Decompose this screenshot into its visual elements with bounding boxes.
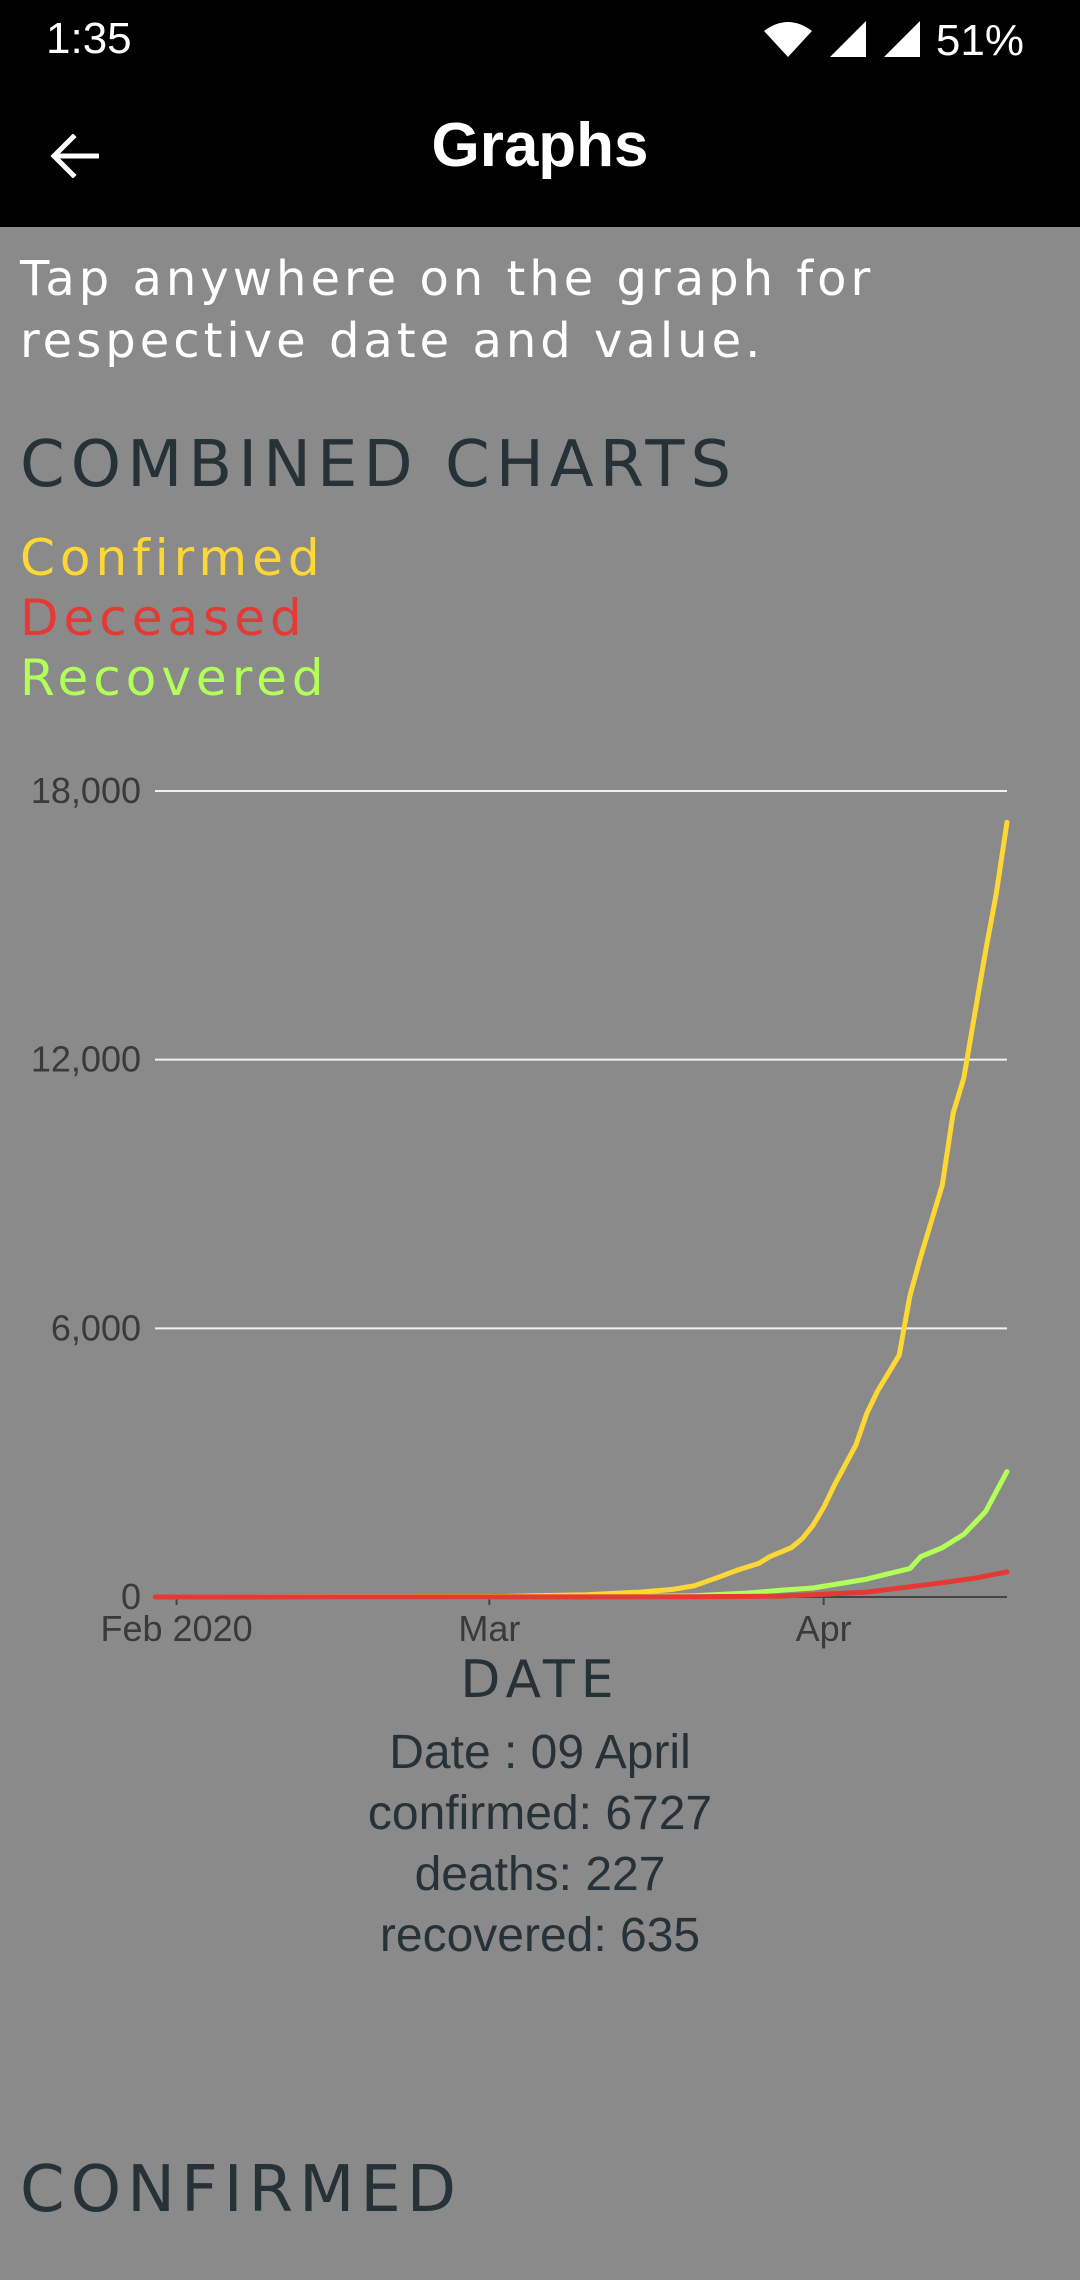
- x-tick-label: Feb 2020: [101, 1608, 253, 1649]
- x-tick-label: Apr: [796, 1608, 852, 1649]
- chart-legend: Confirmed Deceased Recovered: [20, 528, 329, 708]
- app-bar: Graphs: [0, 82, 1080, 227]
- readout-deaths: deaths: 227: [414, 1848, 666, 1901]
- tap-readout: Date : 09 April confirmed: 6727 deaths: …: [0, 1722, 1080, 1966]
- arrow-left-icon: [50, 134, 99, 178]
- combined-chart[interactable]: 0 6,000 12,000 18,000 Feb 2020 Mar Apr: [0, 750, 1080, 1650]
- page-title: Graphs: [431, 111, 649, 180]
- status-bar: 1:35 51%: [0, 0, 1080, 82]
- readout-recovered: recovered: 635: [379, 1909, 701, 1962]
- signal-icon-2: [882, 19, 922, 63]
- series-line-recovered: [152, 1469, 1010, 1600]
- series-line-deceased: [152, 1569, 1010, 1600]
- y-tick-label: 6,000: [51, 1307, 141, 1348]
- status-icons: 51%: [762, 14, 1024, 68]
- series-line-confirmed: [152, 819, 1010, 1600]
- y-tick-label: 0: [121, 1576, 141, 1617]
- hint-text: Tap anywhere on the graph for respective…: [20, 251, 875, 369]
- wifi-icon: [762, 19, 814, 63]
- combined-charts-title: COMBINED CHARTS: [20, 428, 738, 502]
- legend-confirmed: Confirmed: [20, 529, 325, 587]
- status-time: 1:35: [46, 14, 132, 63]
- readout-confirmed: confirmed: 6727: [367, 1787, 713, 1840]
- confirmed-section-title: CONFIRMED: [20, 2153, 463, 2227]
- legend-deceased: Deceased: [20, 589, 307, 647]
- signal-icon: [828, 19, 868, 63]
- readout-date: Date : 09 April: [389, 1726, 691, 1779]
- battery-level: 51%: [935, 16, 1024, 65]
- y-tick-label: 18,000: [31, 770, 141, 811]
- legend-recovered: Recovered: [20, 649, 329, 707]
- y-tick-label: 12,000: [31, 1039, 141, 1080]
- back-button[interactable]: [36, 118, 112, 194]
- x-axis-title: DATE: [460, 1650, 620, 1710]
- x-tick-label: Mar: [458, 1608, 520, 1649]
